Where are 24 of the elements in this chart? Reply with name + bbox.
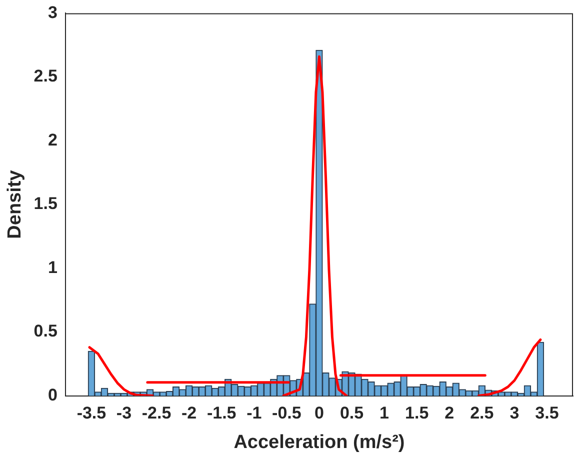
x-axis-title: Acceleration (m/s²) <box>234 432 405 453</box>
y-tick-label: 2.5 <box>34 66 58 86</box>
y-axis-title: Density <box>4 170 26 239</box>
x-tick-label: -1 <box>246 404 262 423</box>
y-tick-label: 0.5 <box>34 322 58 341</box>
x-tick-label: -3.5 <box>76 404 106 423</box>
x-tick-label: -3 <box>116 404 132 423</box>
x-tick-label: 2.5 <box>470 404 494 423</box>
x-tick-label: -0.5 <box>272 404 302 423</box>
x-tick-label: 1 <box>380 404 390 423</box>
y-tick-label: 3 <box>48 2 58 22</box>
x-tick-label: 0 <box>314 404 324 423</box>
x-tick-label: -2 <box>182 404 197 423</box>
x-tick-label: -1.5 <box>206 404 236 423</box>
x-tick-label: -2.5 <box>142 404 172 423</box>
x-tick-label: 1.5 <box>405 404 429 423</box>
x-tick-label: 3.5 <box>535 404 559 423</box>
y-tick-label: 2 <box>48 130 58 150</box>
y-tick-label: 0 <box>48 385 58 404</box>
x-tick-label: 3 <box>510 404 520 423</box>
y-tick-label: 1 <box>48 258 58 277</box>
x-tick-label: 0.5 <box>340 404 364 423</box>
x-tick-label: 2 <box>444 404 454 423</box>
y-tick-label: 1.5 <box>34 194 58 214</box>
